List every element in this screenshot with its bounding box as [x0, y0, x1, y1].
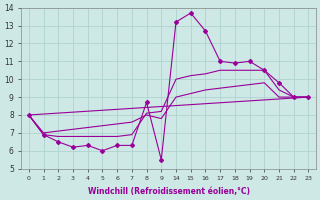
X-axis label: Windchill (Refroidissement éolien,°C): Windchill (Refroidissement éolien,°C) [88, 187, 250, 196]
